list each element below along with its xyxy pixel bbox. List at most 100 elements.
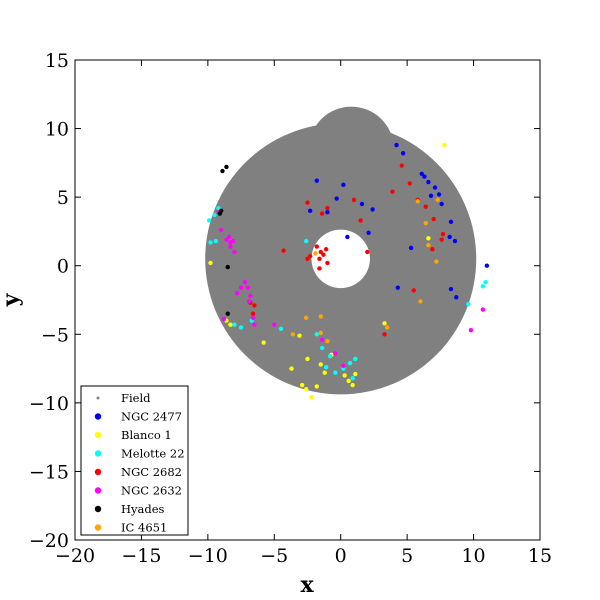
data-point: [353, 356, 358, 362]
data-point: [297, 333, 302, 338]
data-point: [439, 237, 444, 242]
y-tick-label: 15: [45, 50, 69, 72]
legend-marker: [94, 505, 102, 513]
x-tick-label: 5: [401, 545, 413, 567]
data-point: [341, 182, 346, 187]
data-point: [447, 234, 452, 240]
data-point: [208, 260, 213, 266]
data-point: [435, 197, 440, 203]
data-point: [466, 301, 471, 307]
legend-entry: NGC 2682: [121, 465, 182, 479]
data-point: [434, 259, 439, 264]
series-ngc-2632: [216, 210, 486, 369]
legend-marker: [94, 487, 102, 494]
data-point: [345, 234, 350, 240]
data-point: [317, 266, 322, 271]
legend-marker: [94, 468, 102, 476]
data-point: [390, 189, 395, 194]
data-point: [325, 210, 330, 215]
data-point: [382, 321, 387, 326]
data-point: [365, 249, 370, 255]
data-point: [333, 370, 338, 375]
data-point: [225, 311, 230, 316]
series-ngc-2477: [307, 142, 490, 300]
data-point: [250, 311, 256, 316]
data-point: [281, 248, 286, 253]
data-point: [319, 345, 325, 351]
data-point: [323, 365, 329, 370]
data-point: [212, 212, 217, 218]
data-point: [480, 284, 486, 289]
data-point: [423, 204, 428, 209]
data-point: [305, 200, 310, 205]
data-point: [418, 299, 423, 304]
data-point: [325, 260, 330, 266]
data-point: [442, 142, 447, 148]
series-hyades: [217, 164, 230, 316]
data-point: [385, 325, 390, 330]
legend-entry: IC 4651: [121, 521, 167, 535]
legend-marker: [96, 396, 100, 400]
data-point: [426, 242, 431, 248]
data-point: [432, 185, 438, 190]
data-point: [480, 307, 486, 312]
data-point: [319, 337, 325, 342]
data-point: [484, 263, 490, 268]
data-point: [303, 238, 309, 244]
data-point: [238, 325, 244, 330]
data-point: [439, 201, 444, 207]
data-point: [431, 216, 436, 222]
data-point: [341, 363, 346, 369]
data-point: [290, 332, 296, 337]
data-point: [436, 192, 442, 197]
data-point: [325, 205, 330, 211]
data-point: [422, 174, 427, 179]
data-point: [428, 193, 434, 198]
data-point: [350, 375, 355, 381]
data-point: [299, 382, 305, 388]
y-tick-label: −20: [29, 530, 69, 552]
data-point: [314, 244, 319, 249]
data-point: [423, 221, 428, 226]
data-point: [400, 151, 406, 156]
data-point: [221, 317, 226, 322]
legend-entry: Melotte 22: [121, 447, 185, 461]
data-point: [411, 288, 416, 293]
field-ring: [205, 123, 477, 395]
data-point: [228, 244, 233, 249]
data-point: [232, 322, 237, 327]
data-point: [313, 251, 318, 256]
data-point: [232, 249, 237, 255]
x-tick-label: −15: [121, 545, 161, 567]
series-blanco-1: [208, 142, 447, 400]
data-point: [419, 171, 424, 177]
data-point: [327, 354, 333, 359]
data-point: [218, 227, 224, 233]
data-point: [230, 238, 236, 244]
data-point: [238, 285, 244, 290]
data-point: [318, 362, 323, 367]
data-point: [426, 179, 431, 185]
legend-entry: NGC 2477: [121, 410, 182, 424]
data-point: [333, 351, 338, 356]
data-point: [314, 332, 319, 337]
data-point: [415, 199, 420, 204]
data-point: [440, 231, 446, 237]
data-point: [216, 205, 221, 211]
legend-entry: NGC 2632: [121, 484, 182, 498]
data-point: [321, 252, 326, 257]
cluster-points: [206, 142, 490, 400]
data-point: [226, 234, 232, 240]
data-point: [350, 382, 355, 388]
data-point: [217, 211, 223, 216]
data-point: [430, 247, 435, 252]
x-tick-label: −10: [188, 545, 228, 567]
data-point: [452, 238, 458, 244]
field-points: [205, 106, 477, 395]
data-point: [224, 164, 229, 170]
data-point: [246, 299, 252, 304]
data-point: [305, 356, 310, 362]
data-point: [318, 314, 323, 319]
data-point: [206, 218, 212, 223]
data-point: [407, 181, 412, 186]
